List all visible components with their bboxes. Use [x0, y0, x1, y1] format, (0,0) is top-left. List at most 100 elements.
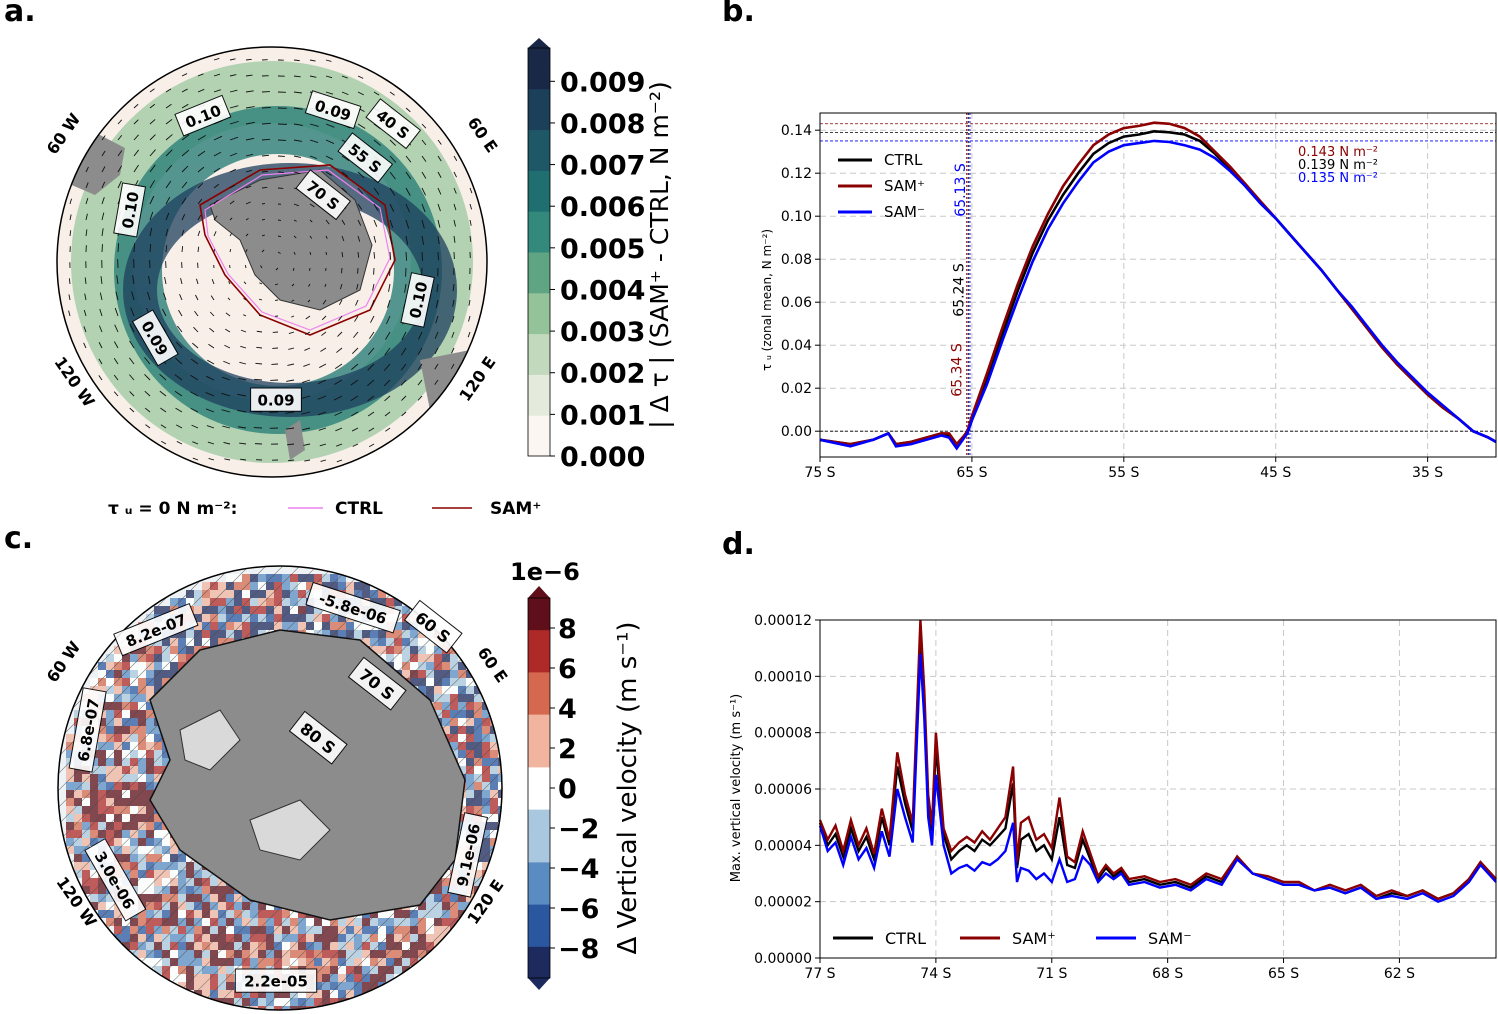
colorbar-c-tick-label: 8 — [558, 614, 577, 645]
y-tick-label: 0.00006 — [754, 782, 812, 798]
wind-arrow — [351, 427, 359, 432]
wind-arrow — [224, 344, 231, 349]
wind-arrow — [468, 299, 471, 306]
wind-arrow — [350, 379, 359, 386]
wind-arrow — [147, 291, 151, 301]
series-line-sam-plus — [818, 619, 1497, 901]
wind-arrow — [405, 107, 411, 113]
wind-arrow — [453, 235, 456, 243]
wind-arrow — [197, 230, 201, 237]
wind-arrow — [190, 407, 199, 413]
colorbar-a-segment — [528, 415, 550, 437]
wind-arrow — [239, 442, 247, 445]
wind-arrow — [190, 374, 199, 381]
colorbar-c-segment — [528, 629, 550, 641]
zero-crossing-label: 65.13 S — [953, 163, 969, 217]
plot-frame — [819, 112, 1497, 458]
wind-arrow — [133, 103, 139, 109]
wind-arrow — [309, 75, 317, 78]
wind-arrow — [181, 165, 189, 173]
colorbar-c-segment — [528, 925, 550, 937]
wind-arrow — [178, 309, 183, 317]
colorbar-c-segment — [528, 608, 550, 620]
wind-arrow — [261, 218, 266, 221]
wind-arrow — [258, 298, 263, 301]
wind-arrow — [436, 283, 439, 293]
wind-arrow — [237, 426, 247, 429]
colorbar-a-tick-label: 0.006 — [560, 192, 645, 223]
colorbar-c-segment — [528, 619, 550, 631]
colorbar-c-segment — [528, 724, 550, 736]
wind-arrow — [370, 315, 375, 323]
wind-arrow — [197, 73, 204, 77]
wind-arrow — [325, 251, 327, 256]
contour-label-a-3-box — [400, 272, 435, 328]
wind-arrow — [149, 243, 152, 253]
wind-arrow — [400, 347, 407, 356]
wind-arrow — [254, 378, 263, 381]
wind-arrow — [192, 441, 199, 445]
wind-arrow — [213, 248, 215, 253]
wind-arrow — [205, 408, 215, 413]
wind-arrow — [245, 58, 252, 61]
wind-arrow — [213, 231, 217, 237]
wind-arrow — [373, 91, 380, 96]
colorbar-a-tick-label: 0.002 — [560, 359, 645, 390]
colorbar-c-segment — [528, 714, 550, 726]
x-tick-label: 65 S — [956, 465, 987, 481]
wind-arrow — [258, 315, 263, 317]
wind-arrow — [356, 283, 359, 290]
x-tick-label: 65 S — [1268, 966, 1299, 982]
wind-arrow — [357, 235, 361, 242]
wind-arrow — [101, 197, 105, 205]
wind-arrow — [321, 315, 327, 321]
wind-arrow — [468, 315, 471, 322]
wind-arrow — [98, 325, 103, 333]
chart-d-ylabel: Max. vertical velocity (m s⁻¹) — [729, 694, 744, 882]
wind-arrow — [388, 283, 391, 292]
wind-arrow — [293, 107, 303, 110]
contour-label-a-5-text: 0.09 — [257, 392, 294, 410]
wind-arrow — [197, 150, 206, 157]
wind-arrow — [225, 312, 231, 317]
wind-arrow — [389, 171, 396, 180]
wind-arrow — [373, 219, 378, 227]
wind-arrow — [149, 164, 156, 173]
wind-arrow — [275, 267, 279, 271]
wind-arrow — [149, 180, 156, 189]
wind-arrow — [325, 123, 335, 128]
wind-arrow — [98, 358, 103, 365]
wind-arrow — [373, 187, 380, 196]
wind-arrow — [261, 122, 271, 125]
wind-arrow — [305, 315, 311, 320]
wind-arrow — [335, 427, 343, 432]
contour-label-c-3-box — [84, 838, 147, 922]
wind-arrow — [453, 155, 458, 161]
wind-arrow — [384, 411, 391, 417]
wind-arrow — [400, 379, 407, 386]
wind-arrow — [437, 219, 441, 228]
wind-arrow — [245, 137, 255, 141]
colorbar-c-segment — [528, 883, 550, 895]
colorbar-a-segment — [528, 435, 550, 457]
wind-arrow — [114, 324, 119, 333]
wind-arrow — [237, 410, 247, 413]
colorbar-c-segment — [528, 840, 550, 852]
wind-arrow — [373, 203, 379, 211]
wind-arrow — [357, 123, 366, 129]
colorbar-c-label: Δ Vertical velocity (m s⁻¹) — [613, 621, 643, 954]
wind-arrow — [389, 251, 392, 260]
contour-label-c-5-text: 2.2e-05 — [244, 973, 308, 991]
wind-arrow — [101, 135, 106, 141]
wind-arrow — [85, 213, 88, 221]
colorbar-a-tick-label: 0.009 — [560, 67, 645, 98]
wind-arrow — [240, 458, 247, 461]
y-tick-label: 0.00 — [781, 424, 812, 440]
y-tick-label: 0.06 — [781, 295, 812, 311]
wind-arrow — [336, 459, 343, 463]
legend-a-prefix: τ ᵤ = 0 N m⁻²: — [108, 499, 237, 519]
contour-label-a-4-box — [131, 309, 179, 367]
wind-arrow — [175, 407, 183, 413]
wind-arrow — [197, 182, 204, 189]
colorbar-c-tick-label: −2 — [558, 814, 599, 845]
